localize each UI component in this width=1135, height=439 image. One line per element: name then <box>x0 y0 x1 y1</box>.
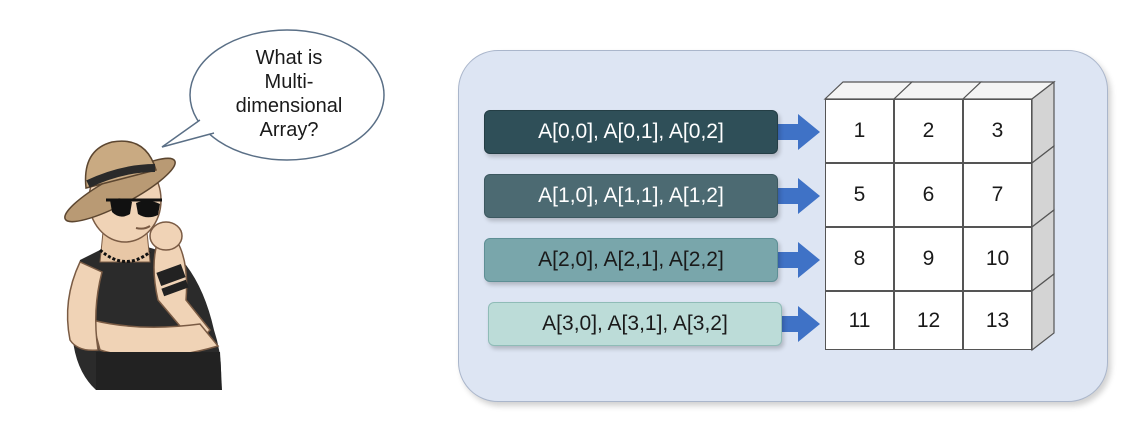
illustration-layer <box>64 29 385 390</box>
array-cell: 8 <box>825 227 894 291</box>
row-label-3: A[3,0], A[3,1], A[3,2] <box>488 302 782 346</box>
array-cell: 12 <box>894 291 963 350</box>
array-cell: 10 <box>963 227 1032 291</box>
row-label-0: A[0,0], A[0,1], A[0,2] <box>484 110 778 154</box>
array-cell: 13 <box>963 291 1032 350</box>
arrow-right-icon <box>782 306 820 342</box>
array-cell: 7 <box>963 163 1032 227</box>
question-line-2: Multi- <box>264 71 314 93</box>
arrow-right-icon <box>778 114 820 150</box>
speech-bubble <box>161 29 385 161</box>
arrow-right-icon <box>778 242 820 278</box>
array-cell: 1 <box>825 99 894 163</box>
thinking-man-illustration <box>64 140 222 390</box>
array-cell: 2 <box>894 99 963 163</box>
array-cell: 11 <box>825 291 894 350</box>
question-line-1: What is <box>255 47 323 69</box>
array-cell: 3 <box>963 99 1032 163</box>
row-label-1: A[1,0], A[1,1], A[1,2] <box>484 174 778 218</box>
question-line-3: dimensional <box>235 95 343 117</box>
array-cell: 9 <box>894 227 963 291</box>
array-cell: 5 <box>825 163 894 227</box>
array-cell: 6 <box>894 163 963 227</box>
row-label-2: A[2,0], A[2,1], A[2,2] <box>484 238 778 282</box>
cube-side-face <box>1031 272 1055 352</box>
question-text: What is Multi- dimensional Array? <box>214 46 364 142</box>
question-line-4: Array? <box>259 119 319 141</box>
arrow-right-icon <box>778 178 820 214</box>
